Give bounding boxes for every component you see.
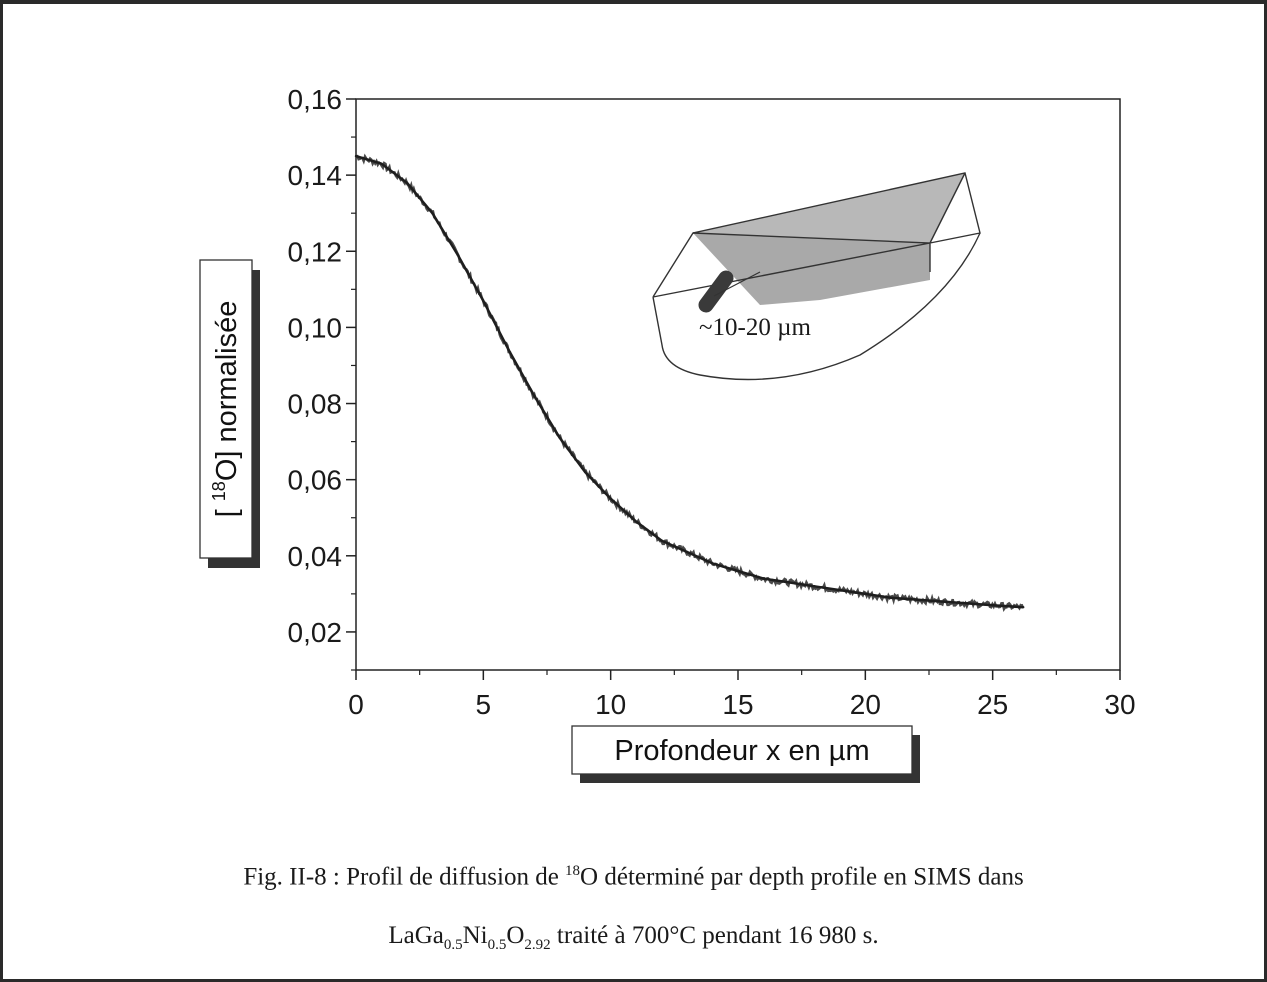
data-point xyxy=(558,436,561,439)
data-point xyxy=(533,394,536,398)
data-point xyxy=(991,604,994,607)
data-point xyxy=(915,598,918,601)
caption-formula-sub3: 2.92 xyxy=(524,937,551,953)
x-axis-label-box: Profondeur x en µm xyxy=(571,725,920,783)
x-tick-label: 30 xyxy=(1104,689,1135,720)
depth-probe xyxy=(698,270,734,313)
data-point xyxy=(354,154,358,158)
data-point xyxy=(482,299,485,302)
data-point xyxy=(380,162,383,165)
y-tick-label: 0,02 xyxy=(288,617,343,648)
x-tick-label: 15 xyxy=(722,689,753,720)
y-axis-label-box: [ 18O] normalisée xyxy=(199,259,260,568)
x-axis-label: Profondeur x en µm xyxy=(614,735,869,767)
probe-depth-label: ~10-20 µm xyxy=(699,314,812,341)
sample-schematic: ~10-20 µm xyxy=(652,172,981,381)
data-point xyxy=(711,562,714,565)
caption-formula-ni: Ni xyxy=(462,922,488,949)
x-tick-label: 25 xyxy=(977,689,1008,720)
plot-area xyxy=(355,98,1121,671)
data-point xyxy=(405,181,409,184)
data-point xyxy=(584,470,587,474)
caption-sup: 18 xyxy=(565,863,581,879)
data-point xyxy=(736,569,740,573)
caption-formula-la: LaGa xyxy=(388,922,444,949)
probe-leader xyxy=(713,271,761,297)
data-point xyxy=(660,539,663,542)
x-label-panel xyxy=(571,725,913,775)
data-point xyxy=(966,602,969,605)
x-tick-label: 0 xyxy=(348,689,364,720)
sample-outline xyxy=(652,172,981,381)
data-point xyxy=(634,520,638,523)
caption-text-c: traité à 700°C pendant 16 980 s. xyxy=(550,922,879,949)
y-axis-label: [ 18O] normalisée xyxy=(209,301,243,518)
caption-formula-sub2: 0.5 xyxy=(487,937,507,953)
y-tick-label: 0,12 xyxy=(288,236,343,267)
y-tick-label: 0,06 xyxy=(288,465,343,496)
y-tick-label: 0,08 xyxy=(288,389,343,420)
y-tick-label: 0,16 xyxy=(288,84,343,115)
data-point xyxy=(864,592,867,596)
data-point xyxy=(685,550,689,554)
y-tick-label: 0,04 xyxy=(288,541,343,572)
x-tick-label: 5 xyxy=(476,689,492,720)
x-axis: 0 5 10 15 20 25 30 xyxy=(348,670,1136,720)
caption-formula-o: O xyxy=(506,922,525,949)
caption-text-a: Fig. II-8 : Profil de diffusion de xyxy=(243,863,566,891)
data-point xyxy=(609,497,612,500)
data-point xyxy=(940,600,943,603)
data-point xyxy=(889,596,892,599)
data-point xyxy=(787,581,791,584)
caption-line-2: LaGa0.5Ni0.5O2.92 traité à 700°C pendant… xyxy=(0,922,1267,954)
x-tick-label: 20 xyxy=(850,689,881,720)
data-point xyxy=(838,588,842,592)
y-tick-label: 0,10 xyxy=(288,312,343,343)
data-point xyxy=(1022,605,1025,609)
data-point xyxy=(813,585,816,588)
sample-cut-face xyxy=(693,173,965,243)
series-layer xyxy=(354,153,1025,612)
data-point xyxy=(431,212,434,215)
caption-formula-sub1: 0.5 xyxy=(443,937,463,953)
y-tick-label: 0,14 xyxy=(288,160,343,191)
caption-text-b: O déterminé par depth profile en SIMS da… xyxy=(580,863,1024,891)
y-axis: 0,02 0,04 0,06 0,08 0,10 0,12 0,14 0,16 xyxy=(288,84,356,671)
caption-line-1: Fig. II-8 : Profil de diffusion de 18O d… xyxy=(0,863,1267,891)
data-point xyxy=(762,577,765,580)
x-tick-label: 10 xyxy=(595,689,626,720)
y-label-panel xyxy=(199,259,253,559)
data-point xyxy=(507,349,510,352)
data-point xyxy=(456,253,460,257)
